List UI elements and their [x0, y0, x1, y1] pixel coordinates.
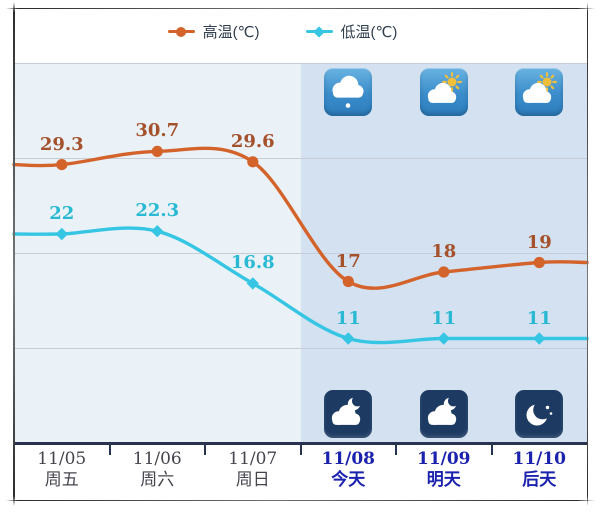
day-label-11-07[interactable]: 11/07 周日 — [228, 449, 277, 491]
legend-low-label: 低温(℃) — [340, 24, 398, 41]
low-temp-point — [342, 332, 355, 345]
high-temp-value-label: 30.7 — [135, 120, 180, 142]
high-temp-value-label: 29.6 — [230, 130, 275, 152]
low-temp-value-label: 11 — [335, 307, 361, 329]
x-axis-line — [14, 442, 587, 445]
low-temp-point — [55, 227, 68, 241]
axis-tick — [395, 444, 397, 455]
high-temp-point — [342, 275, 354, 288]
gridline — [14, 62, 587, 64]
weekday-text: 明天 — [426, 470, 461, 490]
low-temp-point — [151, 225, 164, 238]
low-temp-line — [12, 226, 589, 345]
frame-border-top — [6, 7, 595, 10]
high-temp-value-label: 18 — [431, 241, 457, 262]
moon-cloud-icon[interactable] — [419, 390, 468, 438]
rain-cloud-icon[interactable] — [324, 68, 373, 116]
gridline — [14, 252, 587, 254]
day-label-11-09[interactable]: 11/09 明天 — [417, 449, 471, 491]
high-temp-point — [533, 256, 545, 269]
low-temp-value-label: 22.3 — [135, 200, 180, 222]
low-temp-value-label: 11 — [526, 307, 552, 329]
gridline — [14, 347, 587, 349]
low-temp-legend-marker-icon — [305, 25, 333, 38]
high-temp-value-label: 29.3 — [39, 133, 84, 155]
chart-legend: 高温(℃) 低温(℃) — [0, 21, 583, 42]
axis-tick — [299, 444, 302, 455]
axis-tick — [204, 444, 206, 455]
date-text: 11/08 — [321, 449, 376, 469]
sun-cloud-icon[interactable] — [419, 68, 468, 116]
high-temp-line — [12, 146, 589, 290]
legend-high-label: 高温(℃) — [202, 24, 260, 41]
day-label-11-08[interactable]: 11/08 今天 — [321, 449, 375, 491]
day-label-11-10[interactable]: 11/10 后天 — [512, 449, 566, 491]
weekday-text: 后天 — [522, 470, 557, 490]
date-text: 11/07 — [228, 449, 278, 469]
high-temp-point — [247, 156, 259, 168]
x-axis-labels: 11/05 周五 11/06 周六 11/07 周日 11/08 今天 11/09 明天 11/10… — [14, 449, 587, 495]
low-temp-value-label: 22 — [49, 203, 75, 224]
date-text: 11/05 — [37, 449, 87, 469]
low-temp-value-label: 16.8 — [230, 252, 275, 274]
date-text: 11/09 — [416, 449, 471, 469]
gridline — [14, 157, 587, 159]
low-temp-point — [533, 332, 546, 345]
high-temp-legend-marker-icon — [167, 26, 195, 37]
low-temp-point — [437, 332, 450, 345]
high-temp-value-label: 17 — [335, 250, 361, 272]
high-temp-point — [56, 159, 68, 171]
plot-area: 29.3 30.7 29.6 17 18 19 22 22.3 16.8 11 11 11 — [12, 62, 589, 443]
axis-tick — [490, 444, 493, 455]
low-temp-point — [246, 277, 259, 290]
weekday-text: 周五 — [44, 470, 79, 490]
weekday-text: 周日 — [235, 470, 270, 490]
moon-stars-icon[interactable] — [515, 390, 564, 438]
legend-item-low-temp: 低温(℃) — [305, 21, 398, 42]
weekday-text: 周六 — [140, 470, 175, 490]
weekday-text: 今天 — [331, 470, 366, 490]
sun-cloud-icon[interactable] — [515, 68, 564, 116]
low-temp-value-label: 11 — [431, 307, 457, 329]
date-text: 11/06 — [132, 449, 182, 469]
day-label-11-05[interactable]: 11/05 周五 — [37, 449, 86, 491]
frame-border-bottom — [6, 499, 595, 502]
moon-cloud-icon[interactable] — [324, 390, 373, 438]
axis-tick — [108, 444, 111, 455]
high-temp-point — [438, 266, 450, 278]
date-text: 11/10 — [512, 449, 567, 469]
legend-item-high-temp: 高温(℃) — [167, 21, 260, 42]
day-label-11-06[interactable]: 11/06 周六 — [133, 449, 182, 491]
high-temp-value-label: 19 — [526, 231, 552, 253]
high-temp-point — [151, 145, 163, 157]
temperature-lines-svg — [12, 145, 589, 345]
